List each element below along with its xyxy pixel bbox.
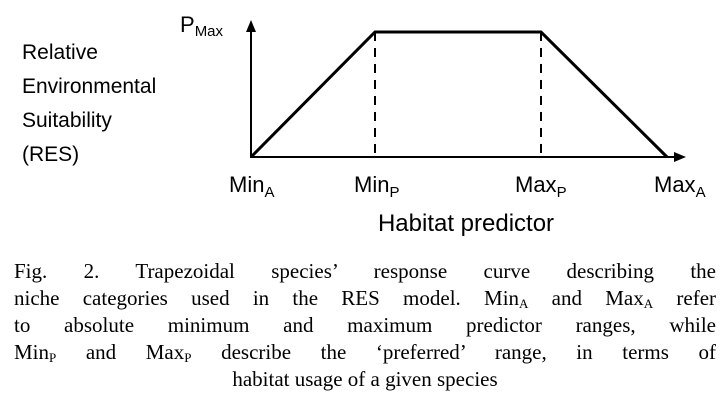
caption-line: habitat usage of a given species: [232, 367, 498, 391]
caption-subscript: A: [519, 296, 529, 311]
caption-line: to absolute minimum and maximum predicto…: [14, 313, 716, 337]
response-curve-diagram: PMax MinA MinP MaxP MaxA Habitat predict…: [22, 12, 706, 237]
pmax-label: PMax: [180, 12, 224, 40]
diagram-svg: PMax MinA MinP MaxP MaxA Habitat predict…: [180, 12, 706, 237]
x-axis-arrow: [674, 152, 686, 162]
caption-line: MinP and MaxP describe the ‘preferred’ r…: [14, 339, 716, 366]
caption-text: refer: [653, 286, 717, 310]
caption-subscript: P: [49, 350, 57, 365]
x-tick-label-max-p: MaxP: [515, 172, 567, 201]
y-axis-arrow: [246, 20, 256, 32]
caption-text: and Max: [56, 340, 185, 364]
y-axis-title-line: Environmental: [22, 75, 157, 98]
x-tick-label-min-p: MinP: [354, 172, 399, 201]
caption-text: and Max: [528, 286, 644, 310]
caption-text: niche categories used in the RES model. …: [14, 286, 520, 310]
figure-caption: Fig. 2. Trapezoidal species’ response cu…: [14, 258, 716, 393]
y-axis-title-line: (RES): [22, 143, 80, 166]
caption-line: niche categories used in the RES model. …: [14, 285, 716, 312]
x-tick-label-min-a: MinA: [229, 172, 274, 201]
y-axis-title-line: Suitability: [22, 109, 112, 132]
x-tick-label-max-a: MaxA: [654, 172, 706, 201]
caption-text: describe the ‘preferred’ range, in terms…: [191, 340, 716, 364]
caption-subscript: A: [643, 296, 654, 311]
caption-subscript: P: [184, 350, 192, 365]
y-axis-title-line: Relative: [22, 41, 98, 64]
caption-line: Fig. 2. Trapezoidal species’ response cu…: [14, 259, 716, 283]
trapezoid-response-curve: [249, 30, 669, 159]
y-axis-title: Relative Environmental Suitability (RES): [22, 36, 156, 172]
caption-text: Min: [14, 340, 50, 364]
x-axis-title: Habitat predictor: [378, 210, 554, 237]
